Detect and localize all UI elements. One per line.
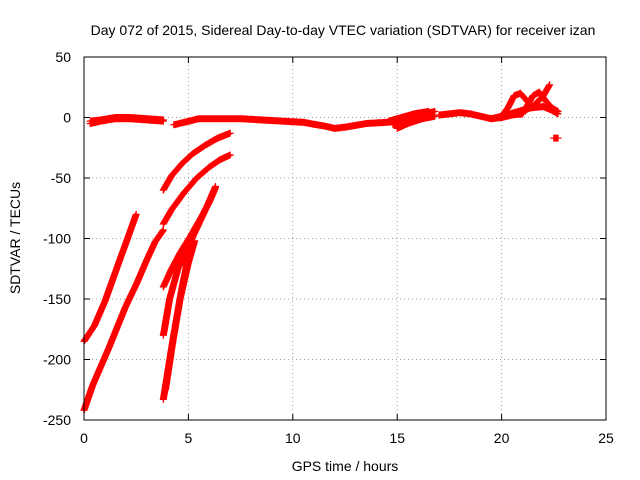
x-tick-label: 20 (494, 430, 510, 446)
plot-data (80, 81, 562, 414)
series-trace-j (86, 114, 167, 125)
series-trace-h (161, 238, 197, 394)
series-trace-f (159, 184, 219, 291)
data-marker (159, 151, 234, 228)
x-axis: 0 5 10 15 20 25 (80, 57, 614, 446)
series-trace-d (159, 151, 234, 228)
series-trace-q (493, 88, 562, 121)
x-axis-label: GPS time / hours (292, 458, 399, 474)
y-tick-label: -100 (43, 231, 71, 247)
data-marker (159, 184, 219, 291)
data-marker (80, 210, 140, 345)
data-marker (159, 129, 234, 194)
x-tick-label: 10 (285, 430, 301, 446)
series-trace-n (385, 107, 432, 125)
data-marker (493, 88, 562, 121)
chart-title: Day 072 of 2015, Sidereal Day-to-day VTE… (91, 22, 596, 38)
y-tick-label: 0 (63, 110, 71, 126)
series-trace-k (170, 115, 401, 132)
y-axis-label: SDTVAR / TECUs (7, 182, 23, 294)
data-marker (502, 103, 562, 119)
series-trace-l (393, 112, 439, 132)
series-trace-r (502, 103, 562, 119)
y-tick-label: -150 (43, 291, 71, 307)
data-marker (161, 238, 197, 394)
data-marker (86, 114, 167, 125)
data-marker (170, 115, 401, 132)
x-tick-label: 0 (80, 430, 88, 446)
y-axis: -250 -200 -150 -100 -50 0 50 (43, 49, 606, 428)
data-marker (385, 107, 432, 125)
data-marker (550, 134, 562, 142)
y-tick-label: -50 (51, 170, 71, 186)
x-tick-label: 25 (598, 430, 614, 446)
series-trace-s (550, 134, 562, 142)
series-trace-c (159, 129, 234, 194)
y-tick-label: -250 (43, 412, 71, 428)
x-tick-label: 5 (185, 430, 193, 446)
series-trace-a (80, 210, 140, 345)
x-tick-label: 15 (389, 430, 405, 446)
y-tick-label: 50 (55, 49, 71, 65)
data-marker (393, 112, 439, 132)
y-tick-label: -200 (43, 352, 71, 368)
